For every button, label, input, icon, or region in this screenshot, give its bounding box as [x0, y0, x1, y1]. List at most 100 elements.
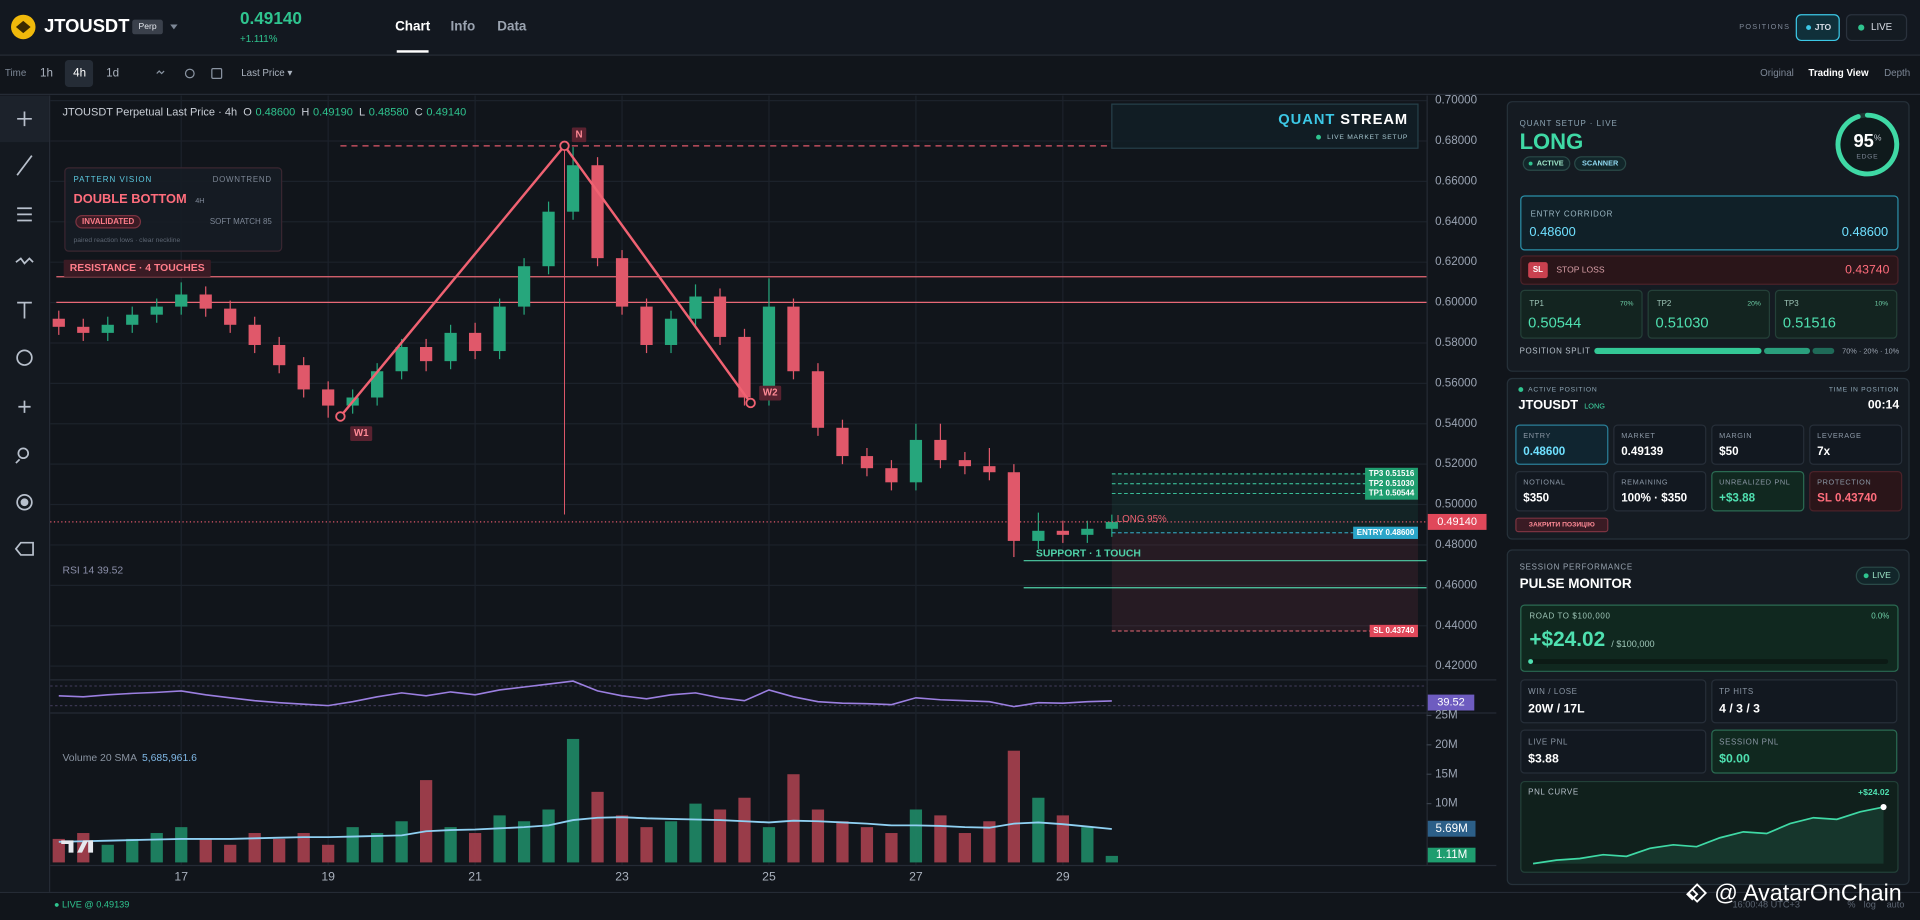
- volume-bar: [150, 833, 163, 863]
- symbol: JTOUSDT: [1518, 397, 1578, 412]
- price-tag: [1427, 513, 1487, 530]
- stat-label: ENTRY: [1523, 431, 1551, 440]
- dot: [1528, 161, 1533, 166]
- trend: DOWNTREND: [213, 175, 272, 184]
- dot: [1806, 25, 1812, 31]
- tp-price: 0.50544: [1528, 315, 1581, 331]
- resistance-label: RESISTANCE · 4 TOUCHES: [70, 263, 205, 274]
- stat-value: 0.48600: [1523, 445, 1565, 458]
- candle-body: [615, 258, 629, 307]
- volume-bar: [885, 833, 898, 863]
- price-source[interactable]: Last Price ▾: [241, 68, 292, 79]
- stat-cell: [1711, 679, 1898, 724]
- stat-label: NOTIONAL: [1523, 478, 1565, 487]
- corridor-high: 0.48600: [1842, 224, 1888, 239]
- y-tick-label: 0.52000: [1435, 457, 1478, 470]
- candle-body: [566, 165, 580, 212]
- sl-row: [1520, 255, 1899, 285]
- card-kicker: SESSION PERFORMANCE: [1520, 562, 1633, 571]
- chip[interactable]: [1845, 14, 1908, 42]
- chip: [1522, 156, 1571, 171]
- candle-body: [885, 468, 898, 483]
- ohlc-key: H: [301, 107, 309, 119]
- dropdown-icon[interactable]: [170, 24, 178, 30]
- gauge-arc: [1835, 112, 1900, 177]
- tab-underline: [396, 50, 429, 53]
- tool-path[interactable]: [15, 257, 34, 265]
- interval[interactable]: 1d: [106, 67, 119, 80]
- tool-measure[interactable]: [18, 400, 31, 413]
- ohlc-key: L: [359, 107, 365, 119]
- volume-label: Volume 20 SMA: [62, 753, 137, 764]
- chip-text: LIVE: [1871, 22, 1893, 33]
- stat-value: 4 / 3 / 3: [1719, 702, 1760, 716]
- symbol: JTOUSDT: [44, 15, 130, 36]
- y-tick-label: 0.50000: [1435, 498, 1478, 511]
- tool-zoom[interactable]: [17, 447, 30, 460]
- y-tick-label: 0.48000: [1435, 538, 1478, 551]
- tool-column: [0, 95, 49, 892]
- tool-emoji[interactable]: [16, 349, 33, 366]
- pattern-label: W1: [354, 428, 369, 439]
- level-tag: [1365, 477, 1418, 490]
- tool-lines[interactable]: [17, 207, 32, 222]
- candle-body: [126, 314, 139, 325]
- stat-value: $3.88: [1528, 752, 1559, 766]
- stat-cell: [1711, 424, 1805, 465]
- road-box: [1520, 604, 1899, 672]
- scale-option[interactable]: %: [1847, 900, 1855, 910]
- stat-cell: [1515, 424, 1609, 465]
- candle-body: [175, 294, 188, 307]
- tool-crosshair[interactable]: [17, 111, 32, 127]
- pattern-point: [335, 411, 346, 422]
- stat-cell: [1520, 729, 1707, 774]
- time-label: TIME IN POSITION: [1829, 386, 1899, 393]
- tool-line[interactable]: [16, 155, 33, 176]
- tab[interactable]: Info: [451, 19, 476, 34]
- interval[interactable]: 1h: [40, 67, 53, 80]
- view[interactable]: Depth: [1884, 68, 1910, 79]
- tool-eye[interactable]: [16, 494, 33, 511]
- stat-cell: [1809, 424, 1903, 465]
- tool-icon[interactable]: [211, 67, 223, 80]
- dot: [1863, 573, 1869, 579]
- scale-option[interactable]: auto: [1887, 900, 1905, 910]
- tool-erase[interactable]: [14, 541, 34, 556]
- tool-icon[interactable]: [156, 70, 165, 75]
- volume-bar: [664, 821, 678, 863]
- volume-bar: [1081, 827, 1094, 863]
- close-button[interactable]: [1515, 517, 1609, 533]
- interval[interactable]: 4h: [73, 67, 86, 80]
- candle-body: [371, 371, 384, 398]
- view[interactable]: Original: [1760, 68, 1794, 79]
- volume-bar: [1056, 815, 1069, 863]
- scale-option[interactable]: log: [1864, 900, 1876, 910]
- volume-bar: [713, 809, 727, 863]
- stat-cell: [1515, 471, 1609, 512]
- legend-title: JTOUSDT Perpetual Last Price · 4h: [62, 107, 237, 119]
- chip[interactable]: [1795, 14, 1840, 42]
- stat-value: 100% · $350: [1621, 492, 1687, 505]
- volume-tag: [1427, 847, 1476, 863]
- price-tag-text: 0.49140: [1437, 516, 1477, 528]
- tool-icon[interactable]: [184, 68, 195, 79]
- volume-bar: [420, 780, 433, 863]
- candle-body: [591, 165, 604, 259]
- view[interactable]: Trading View: [1808, 68, 1869, 79]
- level-tag: [1369, 624, 1418, 638]
- y-tick-label: 20M: [1435, 738, 1458, 751]
- tool-text[interactable]: [17, 301, 32, 319]
- close-button-text[interactable]: ЗАКРИТИ ПОЗИЦІЮ: [1529, 522, 1595, 529]
- candle-body: [420, 347, 433, 362]
- tab[interactable]: Data: [497, 19, 527, 34]
- volume-bar: [615, 815, 629, 863]
- candle-body: [150, 306, 163, 315]
- interval-active: [64, 60, 94, 87]
- tab[interactable]: Chart: [395, 19, 431, 34]
- pnl-curve: [1532, 806, 1884, 865]
- candle-body: [860, 456, 874, 469]
- split-bar: [1812, 347, 1835, 355]
- logo-glyph: [15, 20, 31, 34]
- sl-badge: [1528, 262, 1548, 279]
- level-tag-text: TP2 0.51030: [1369, 479, 1415, 488]
